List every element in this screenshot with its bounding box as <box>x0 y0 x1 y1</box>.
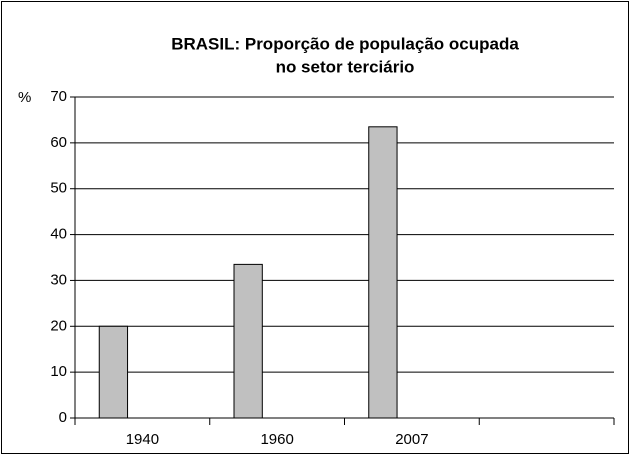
chart-title: BRASIL: Proporção de população ocupada <box>171 34 519 53</box>
y-axis-label: % <box>18 89 31 106</box>
bar <box>98 325 129 419</box>
x-tick-label: 1960 <box>260 431 293 448</box>
y-tick-label: 20 <box>50 317 67 334</box>
y-tick-label: 70 <box>50 88 67 105</box>
y-tick-label: 30 <box>50 271 67 288</box>
x-tick-label: 2007 <box>395 431 428 448</box>
bar <box>233 263 263 419</box>
x-tick-label: 1940 <box>126 431 159 448</box>
chart-title: no setor terciário <box>276 57 415 76</box>
y-tick-label: 0 <box>59 409 67 426</box>
y-tick-label: 40 <box>50 226 67 243</box>
y-tick-label: 50 <box>50 180 67 197</box>
y-tick-label: 60 <box>50 134 67 151</box>
bar <box>368 126 398 419</box>
y-tick-label: 10 <box>50 363 67 380</box>
